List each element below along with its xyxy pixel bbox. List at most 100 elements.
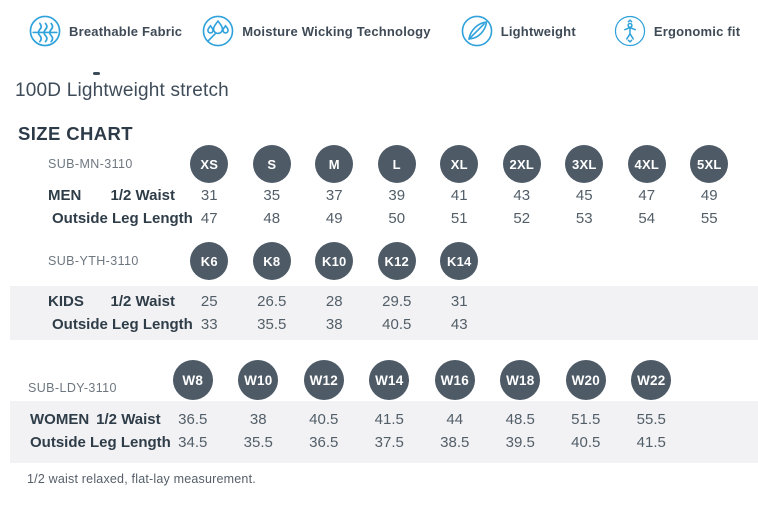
size-badge: M — [315, 145, 354, 183]
waist-row: WOMEN 1/2 Waist 36.5 38 40.5 41.5 44 48.… — [0, 408, 758, 431]
cell-value: 48 — [263, 210, 281, 227]
measure-label: Outside Leg Length — [52, 316, 193, 333]
cell-value: 41.5 — [636, 434, 666, 451]
size-badge: K12 — [377, 242, 416, 280]
cell-value: 29.5 — [382, 293, 412, 310]
group-label: KIDS — [48, 293, 84, 310]
size-badge: W16 — [434, 360, 475, 400]
breathable-fabric-icon — [28, 14, 62, 48]
cell-value: 38 — [249, 411, 267, 428]
cell-value: 28 — [325, 293, 343, 310]
cell-value: 26.5 — [257, 293, 287, 310]
cell-value: 48.5 — [505, 411, 535, 428]
cell-value: 40.5 — [382, 316, 412, 333]
cell-value: 55.5 — [636, 411, 666, 428]
size-badge: W20 — [565, 360, 606, 400]
size-badge: W8 — [172, 360, 213, 400]
cell-value: 33 — [200, 316, 218, 333]
cell-value: 45 — [575, 187, 593, 204]
leg-row: Outside Leg Length 34.5 35.5 36.5 37.5 3… — [0, 431, 758, 454]
cell-value: 43 — [450, 316, 468, 333]
product-code: SUB-MN-3110 — [48, 157, 133, 171]
measure-label: 1/2 Waist — [96, 411, 161, 428]
women-row-band: WOMEN 1/2 Waist 36.5 38 40.5 41.5 44 48.… — [0, 401, 758, 463]
group-label: WOMEN — [30, 411, 90, 428]
size-badge: 3XL — [565, 145, 604, 183]
cell-value: 31 — [450, 293, 468, 310]
size-badge: 2XL — [502, 145, 541, 183]
cell-value: 36.5 — [178, 411, 208, 428]
size-table-kids: SUB-YTH-3110 K6 K8 K10 K12 K14 KIDS 1/2 … — [0, 241, 758, 340]
cell-value: 37.5 — [374, 434, 404, 451]
feature-label: Moisture Wicking Technology — [242, 23, 431, 39]
size-badge: 4XL — [627, 145, 666, 183]
size-badge: K6 — [190, 242, 229, 280]
size-badge: W14 — [369, 360, 410, 400]
leg-row: Outside Leg Length 47 48 49 50 51 52 53 … — [0, 207, 758, 230]
kids-row-band: KIDS 1/2 Waist 25 26.5 28 29.5 31 Outsid… — [0, 286, 758, 340]
size-table-men: SUB-MN-3110 XS S M L XL 2XL 3XL 4XL 5XL … — [0, 144, 758, 230]
size-table-women: SUB-LDY-3110 W8 W10 W12 W14 W16 W18 W20 … — [0, 359, 758, 463]
cell-value: 51 — [450, 210, 468, 227]
features-bar: Breathable Fabric Moisture Wicking Techn… — [0, 0, 758, 49]
size-badge: K8 — [252, 242, 291, 280]
cell-value: 51.5 — [571, 411, 601, 428]
size-badge: L — [377, 145, 416, 183]
cell-value: 47 — [638, 187, 656, 204]
measure-label: 1/2 Waist — [110, 293, 175, 310]
cell-value: 36.5 — [309, 434, 339, 451]
feature-breathable: Breathable Fabric — [28, 14, 182, 48]
cell-value: 37 — [325, 187, 343, 204]
product-code: SUB-LDY-3110 — [28, 381, 117, 395]
cell-value: 35.5 — [243, 434, 273, 451]
cell-value: 35 — [263, 187, 281, 204]
cell-value: 49 — [325, 210, 343, 227]
cell-value: 49 — [700, 187, 718, 204]
cell-value: 34.5 — [178, 434, 208, 451]
size-badge: W12 — [303, 360, 344, 400]
feather-icon — [460, 14, 494, 48]
feature-label: Lightweight — [500, 23, 576, 39]
waist-row: KIDS 1/2 Waist 25 26.5 28 29.5 31 — [0, 290, 758, 313]
cell-value: 41.5 — [374, 411, 404, 428]
size-badge: XL — [440, 145, 479, 183]
feature-ergonomic: Ergonomic fit — [613, 14, 740, 48]
cell-value: 44 — [446, 411, 464, 428]
fabric-title: 100D Lightweight stretch — [15, 80, 229, 101]
cell-value: 52 — [513, 210, 531, 227]
cell-value: 43 — [513, 187, 531, 204]
waist-row: MEN 1/2 Waist 31 35 37 39 41 43 45 47 49 — [0, 184, 758, 207]
size-badge: W22 — [631, 360, 672, 400]
group-label: MEN — [48, 187, 82, 204]
cell-value: 41 — [450, 187, 468, 204]
size-badge: 5XL — [690, 145, 729, 183]
cell-value: 25 — [200, 293, 218, 310]
cell-value: 54 — [638, 210, 656, 227]
size-badge: W18 — [500, 360, 541, 400]
feature-lightweight: Lightweight — [460, 14, 576, 48]
cell-value: 39.5 — [505, 434, 535, 451]
measure-label: Outside Leg Length — [30, 434, 171, 451]
measure-label: 1/2 Waist — [110, 187, 175, 204]
cell-value: 53 — [575, 210, 593, 227]
feature-label: Breathable Fabric — [69, 23, 183, 39]
cell-value: 55 — [700, 210, 718, 227]
feature-moisture: Moisture Wicking Technology — [201, 14, 431, 48]
footnote: 1/2 waist relaxed, flat-lay measurement. — [27, 472, 256, 486]
cell-value: 35.5 — [257, 316, 287, 333]
moisture-wicking-icon — [201, 14, 235, 48]
size-badge: S — [252, 145, 291, 183]
leg-row: Outside Leg Length 33 35.5 38 40.5 43 — [0, 313, 758, 336]
size-badge: K10 — [315, 242, 354, 280]
feature-label: Ergonomic fit — [653, 23, 741, 39]
size-badge: W10 — [238, 360, 279, 400]
cell-value: 40.5 — [309, 411, 339, 428]
cell-value: 39 — [388, 187, 406, 204]
product-code: SUB-YTH-3110 — [48, 254, 139, 268]
measure-label: Outside Leg Length — [52, 210, 193, 227]
cell-value: 38.5 — [440, 434, 470, 451]
cell-value: 31 — [200, 187, 218, 204]
cell-value: 50 — [388, 210, 406, 227]
size-badge: XS — [190, 145, 229, 183]
size-badge: K14 — [440, 242, 479, 280]
